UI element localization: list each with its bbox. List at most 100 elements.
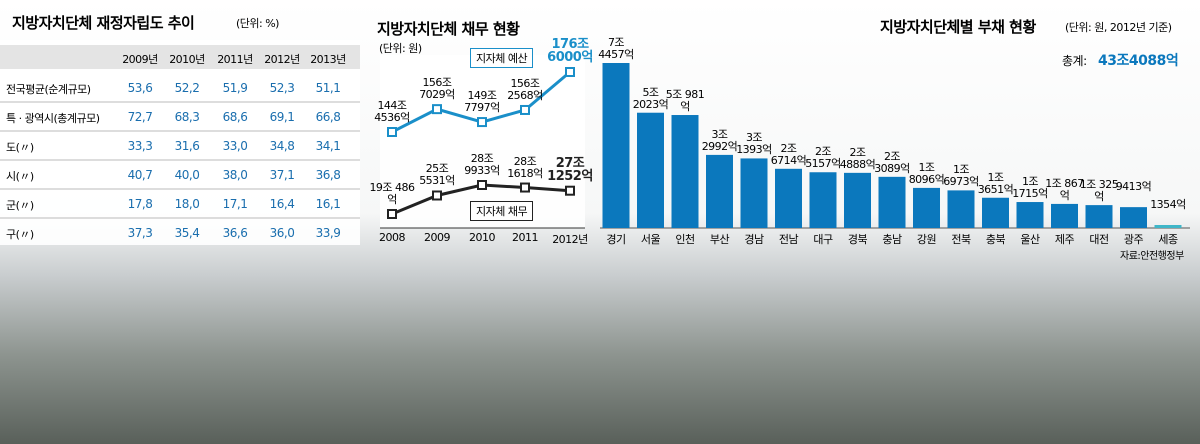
x-tick-label: 세종 bbox=[1158, 233, 1178, 246]
bar-title: 지방자치단체별 부채 현황 bbox=[880, 18, 1036, 36]
bar bbox=[1120, 207, 1147, 228]
x-tick-label: 울산 bbox=[1020, 233, 1040, 246]
value-label: 3조 1393억 bbox=[736, 131, 772, 157]
x-tick-label: 부산 bbox=[709, 233, 730, 246]
value-label: 5조 2023억 bbox=[632, 85, 669, 111]
value-label: 156조 2568억 bbox=[507, 76, 543, 102]
value-label: 9413억 bbox=[1115, 180, 1152, 194]
legend-entry: 지자체 예산 bbox=[470, 48, 534, 68]
cell: 53,6 bbox=[127, 81, 153, 95]
column-header: 2010년 bbox=[169, 53, 205, 66]
cell: 33,9 bbox=[315, 226, 341, 240]
value-label: 1조 1715억 bbox=[1012, 175, 1048, 201]
cell: 35,4 bbox=[174, 226, 200, 240]
value-label: 1조 325억 bbox=[1079, 178, 1119, 204]
x-tick-label: 대전 bbox=[1089, 233, 1109, 246]
x-tick-label: 2010 bbox=[469, 231, 496, 244]
value-label: 2조 6714억 bbox=[770, 141, 807, 167]
bar bbox=[809, 172, 837, 228]
row-label: 도(〃) bbox=[6, 141, 34, 154]
cell: 68,6 bbox=[222, 110, 248, 124]
cell: 38,0 bbox=[222, 168, 248, 182]
cell: 17,1 bbox=[222, 197, 248, 211]
cell: 34,8 bbox=[269, 139, 295, 153]
point bbox=[565, 185, 575, 196]
cell: 16,1 bbox=[315, 197, 341, 211]
row-label: 전국평균(순계규모) bbox=[6, 83, 91, 96]
x-tick-label: 광주 bbox=[1123, 233, 1144, 246]
value-label: 27조 1252억 bbox=[547, 155, 593, 184]
cell: 37,1 bbox=[269, 168, 295, 182]
cell: 72,7 bbox=[127, 110, 153, 124]
point bbox=[520, 182, 530, 193]
point bbox=[477, 180, 487, 190]
value-label: 156조 7029억 bbox=[419, 76, 455, 102]
x-tick-label: 충남 bbox=[882, 233, 902, 246]
x-tick-label: 경기 bbox=[606, 233, 626, 246]
cell: 34,1 bbox=[315, 139, 341, 153]
cell: 36,0 bbox=[269, 226, 295, 240]
source: 자료:안전행정부 bbox=[1120, 251, 1184, 262]
column-header: 2012년 bbox=[264, 53, 300, 66]
x-tick-label: 대구 bbox=[813, 233, 833, 246]
x-tick-label: 전남 bbox=[778, 233, 799, 246]
column-header: 2013년 bbox=[310, 53, 346, 66]
cell: 36,8 bbox=[315, 168, 341, 182]
cell: 31,6 bbox=[174, 139, 200, 153]
value-label: 19조 486억 bbox=[369, 181, 415, 206]
bar-subtitle: (단위: 원, 2012년 기준) bbox=[1065, 21, 1172, 34]
value-label: 1조 6973억 bbox=[943, 163, 979, 189]
row-label: 군(〃) bbox=[6, 199, 34, 212]
x-tick-label: 충북 bbox=[985, 233, 1006, 246]
bar bbox=[982, 197, 1009, 228]
bar bbox=[740, 158, 768, 228]
bar bbox=[913, 187, 940, 228]
x-tick-label: 제주 bbox=[1054, 233, 1075, 246]
cell: 68,3 bbox=[174, 110, 200, 124]
row-label: 특 · 광역시(총계규모) bbox=[6, 112, 100, 125]
legend-entry: 지자체 채무 bbox=[470, 201, 534, 221]
line-title: 지방자치단체 채무 현황 bbox=[377, 20, 520, 38]
value-label: 3조 2992억 bbox=[701, 127, 738, 153]
bar bbox=[671, 115, 699, 228]
value-label: 1354억 bbox=[1150, 197, 1186, 211]
point bbox=[520, 104, 530, 115]
column-header: 2011년 bbox=[217, 53, 253, 66]
x-tick-label: 2008 bbox=[379, 231, 406, 244]
value-label: 25조 5531억 bbox=[419, 162, 455, 188]
bar bbox=[1154, 224, 1182, 228]
value-label: 1조 8096억 bbox=[908, 160, 945, 186]
table-unit: (단위: %) bbox=[236, 17, 279, 30]
point bbox=[477, 117, 487, 128]
bar bbox=[844, 172, 871, 228]
point bbox=[387, 127, 397, 137]
bar bbox=[637, 112, 664, 228]
table-header-bg bbox=[0, 45, 360, 69]
row-label: 구(〃) bbox=[6, 228, 34, 241]
value-label: 1조 3651억 bbox=[977, 170, 1014, 196]
total-value: 43조4088억 bbox=[1098, 53, 1179, 69]
cell: 52,2 bbox=[174, 81, 200, 95]
value-label: 7조 4457억 bbox=[598, 36, 634, 61]
bar bbox=[947, 190, 975, 228]
cell: 40,7 bbox=[127, 168, 153, 182]
bar bbox=[775, 168, 802, 228]
value-label: 2조 4888억 bbox=[839, 145, 876, 171]
table-panel bbox=[0, 40, 360, 245]
row-label: 시(〃) bbox=[6, 170, 34, 183]
x-tick-label: 2011 bbox=[512, 231, 539, 244]
bar bbox=[602, 63, 630, 228]
bar bbox=[1051, 203, 1078, 228]
cell: 52,3 bbox=[269, 81, 295, 95]
value-label: 1조 867억 bbox=[1045, 176, 1084, 202]
bar bbox=[1016, 202, 1044, 228]
value-label: 28조 9933억 bbox=[464, 152, 500, 177]
value-label: 176조 6000억 bbox=[547, 37, 593, 65]
cell: 37,3 bbox=[127, 226, 153, 240]
total-label: 총계: bbox=[1062, 54, 1087, 68]
bar bbox=[706, 154, 733, 228]
column-header: 2009년 bbox=[122, 53, 158, 66]
cell: 16,4 bbox=[269, 197, 295, 211]
value-label: 2조 3089억 bbox=[874, 149, 910, 175]
